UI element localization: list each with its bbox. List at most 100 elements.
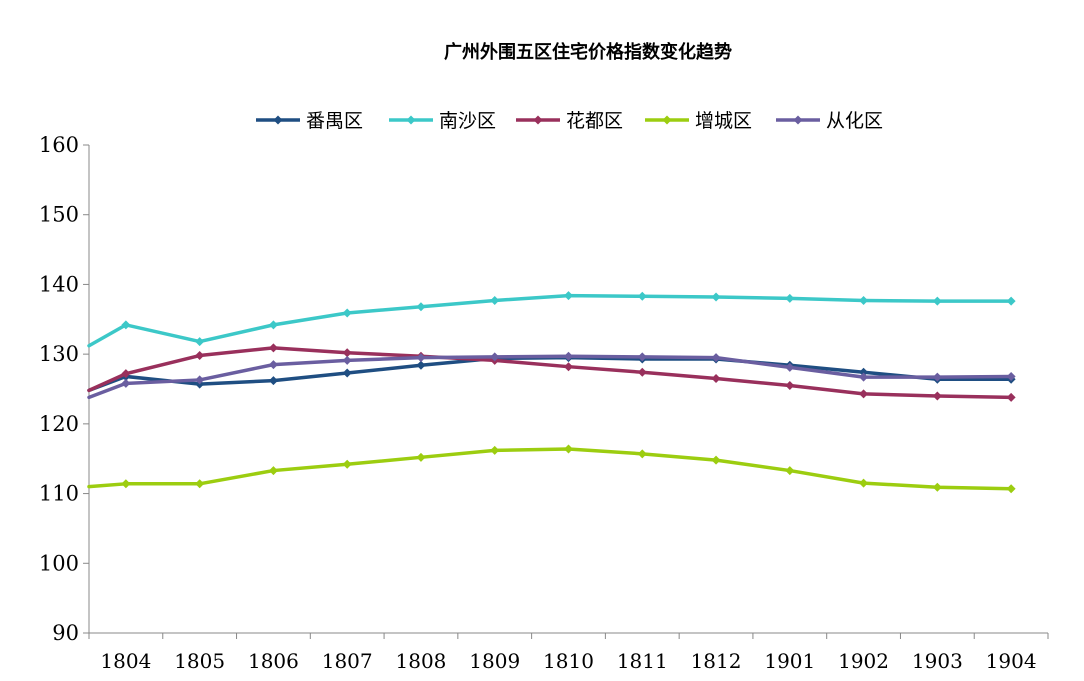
series-line bbox=[87, 354, 1013, 400]
data-point bbox=[932, 296, 942, 306]
data-point bbox=[342, 308, 352, 318]
data-point bbox=[490, 352, 500, 362]
data-point bbox=[564, 362, 573, 372]
y-tick-label: 150 bbox=[39, 203, 79, 227]
data-point bbox=[342, 355, 352, 365]
data-point bbox=[490, 295, 500, 305]
x-tick-label: 1901 bbox=[764, 649, 815, 673]
data-point bbox=[268, 320, 278, 330]
data-point bbox=[1006, 296, 1016, 306]
legend-item: 南沙区 bbox=[389, 110, 496, 132]
series-group bbox=[87, 444, 1016, 494]
data-point bbox=[859, 367, 869, 377]
data-point bbox=[785, 293, 795, 303]
data-point bbox=[1006, 392, 1016, 402]
data-point bbox=[1006, 371, 1016, 381]
data-point bbox=[268, 343, 278, 353]
data-point bbox=[637, 367, 647, 377]
y-tick-label: 130 bbox=[39, 342, 79, 366]
data-point bbox=[564, 351, 573, 361]
legend-item: 增城区 bbox=[645, 110, 752, 132]
legend-marker bbox=[533, 115, 543, 125]
axes: 160 150 140 130 120 110 100 90 1804 1805 1806 1807 1… bbox=[39, 133, 1049, 673]
x-tick-label: 1805 bbox=[174, 649, 225, 673]
data-point bbox=[711, 455, 721, 465]
data-point bbox=[785, 381, 795, 391]
x-tick-label: 1809 bbox=[469, 649, 520, 673]
legend-label: 从化区 bbox=[826, 110, 883, 132]
series-group bbox=[87, 353, 1016, 393]
data-point bbox=[195, 351, 205, 361]
legend-label: 南沙区 bbox=[439, 110, 496, 132]
data-point bbox=[416, 452, 426, 462]
series-line bbox=[87, 293, 1013, 348]
data-point bbox=[785, 362, 795, 372]
x-tick-label: 1804 bbox=[100, 649, 151, 673]
data-point bbox=[785, 466, 795, 476]
data-point bbox=[268, 360, 278, 370]
data-point bbox=[711, 374, 721, 384]
legend-marker bbox=[793, 115, 803, 125]
legend-label: 花都区 bbox=[566, 110, 623, 132]
data-point bbox=[121, 378, 131, 388]
data-point bbox=[637, 352, 647, 362]
data-point bbox=[195, 337, 205, 347]
y-tick-label: 140 bbox=[39, 272, 79, 296]
data-point bbox=[342, 459, 352, 469]
data-point bbox=[490, 445, 500, 455]
legend-marker bbox=[273, 115, 283, 125]
series-layer bbox=[87, 291, 1016, 494]
legend-marker bbox=[662, 115, 672, 125]
series-line bbox=[87, 447, 1013, 491]
data-point bbox=[564, 291, 573, 301]
data-point bbox=[416, 302, 426, 312]
data-point bbox=[195, 479, 205, 489]
series-group bbox=[87, 291, 1016, 348]
data-point bbox=[859, 295, 869, 305]
legend-label: 番禺区 bbox=[306, 110, 363, 132]
data-point bbox=[859, 372, 869, 382]
legend-item: 从化区 bbox=[776, 110, 883, 132]
x-tick-label: 1808 bbox=[396, 649, 447, 673]
x-tick-label: 1811 bbox=[617, 649, 668, 673]
data-point bbox=[121, 369, 131, 379]
legend-item: 番禺区 bbox=[256, 110, 363, 132]
data-point bbox=[342, 368, 352, 378]
data-point bbox=[121, 479, 131, 489]
data-point bbox=[859, 478, 869, 488]
y-tick-label: 100 bbox=[39, 551, 79, 575]
data-point bbox=[342, 348, 352, 358]
y-tick-label: 160 bbox=[39, 133, 79, 157]
y-tick-label: 90 bbox=[52, 621, 79, 645]
data-point bbox=[416, 353, 426, 363]
data-point bbox=[268, 376, 278, 386]
legend-item: 花都区 bbox=[516, 110, 623, 132]
x-tick-label: 1807 bbox=[322, 649, 373, 673]
data-point bbox=[711, 292, 721, 302]
x-tick-label: 1902 bbox=[838, 649, 889, 673]
y-tick-label: 110 bbox=[39, 482, 79, 506]
y-tick-label: 120 bbox=[39, 412, 79, 436]
data-point bbox=[932, 372, 942, 382]
data-point bbox=[1006, 484, 1016, 494]
chart-title: 广州外围五区住宅价格指数变化趋势 bbox=[444, 41, 732, 63]
x-tick-label: 1806 bbox=[248, 649, 299, 673]
x-tick-label: 1904 bbox=[986, 649, 1037, 673]
data-point bbox=[637, 449, 647, 459]
data-point bbox=[416, 360, 426, 370]
x-tick-label: 1810 bbox=[543, 649, 594, 673]
series-group bbox=[87, 351, 1016, 400]
data-point bbox=[859, 389, 869, 399]
data-point bbox=[195, 375, 205, 385]
data-point bbox=[932, 482, 942, 492]
series-line bbox=[87, 346, 1013, 400]
legend-marker bbox=[406, 115, 416, 125]
data-point bbox=[637, 291, 647, 301]
data-point bbox=[711, 353, 721, 363]
data-point bbox=[932, 391, 942, 401]
data-point bbox=[564, 444, 573, 454]
legend-label: 增城区 bbox=[695, 110, 752, 132]
x-tick-label: 1812 bbox=[691, 649, 742, 673]
series-group bbox=[87, 343, 1016, 402]
